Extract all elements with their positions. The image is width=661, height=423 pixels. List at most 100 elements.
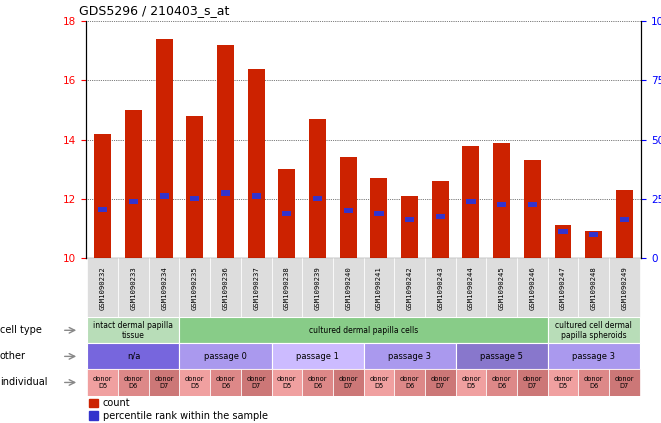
Bar (252, 193, 261, 198)
FancyBboxPatch shape (364, 369, 394, 396)
Bar (89, 412, 98, 420)
Text: other: other (0, 352, 26, 361)
Bar (493, 143, 510, 258)
Bar (217, 45, 234, 258)
Text: GSM1090240: GSM1090240 (345, 266, 351, 310)
FancyBboxPatch shape (118, 369, 149, 396)
Bar (589, 232, 598, 237)
Bar (89, 399, 98, 407)
Text: donor
D5: donor D5 (553, 376, 572, 389)
FancyBboxPatch shape (455, 369, 486, 396)
Text: GSM1090242: GSM1090242 (407, 266, 412, 310)
Text: GSM1090238: GSM1090238 (284, 266, 290, 310)
Bar (98, 206, 108, 212)
Text: donor
D6: donor D6 (400, 376, 419, 389)
Bar (125, 110, 142, 258)
Bar (278, 169, 295, 258)
Text: donor
D6: donor D6 (308, 376, 327, 389)
FancyBboxPatch shape (609, 369, 640, 396)
Text: donor
D5: donor D5 (461, 376, 481, 389)
Text: percentile rank within the sample: percentile rank within the sample (102, 411, 268, 420)
Bar (248, 69, 264, 258)
FancyBboxPatch shape (517, 369, 547, 396)
Text: donor
D5: donor D5 (277, 376, 297, 389)
FancyBboxPatch shape (241, 369, 272, 396)
FancyBboxPatch shape (180, 369, 210, 396)
Text: GSM1090241: GSM1090241 (376, 266, 382, 310)
FancyBboxPatch shape (578, 258, 609, 317)
FancyBboxPatch shape (87, 258, 118, 317)
Text: passage 0: passage 0 (204, 352, 247, 361)
Text: donor
D5: donor D5 (185, 376, 205, 389)
Text: donor
D5: donor D5 (369, 376, 389, 389)
Bar (221, 190, 230, 195)
Text: GSM1090246: GSM1090246 (529, 266, 535, 310)
Text: GSM1090247: GSM1090247 (560, 266, 566, 310)
FancyBboxPatch shape (547, 343, 640, 369)
FancyBboxPatch shape (210, 369, 241, 396)
Text: passage 5: passage 5 (480, 352, 523, 361)
Bar (405, 217, 414, 222)
Text: GSM1090235: GSM1090235 (192, 266, 198, 310)
Text: donor
D7: donor D7 (338, 376, 358, 389)
Text: GSM1090234: GSM1090234 (161, 266, 167, 310)
FancyBboxPatch shape (272, 369, 302, 396)
FancyBboxPatch shape (118, 258, 149, 317)
FancyBboxPatch shape (87, 317, 180, 343)
FancyBboxPatch shape (517, 258, 547, 317)
Bar (527, 202, 537, 207)
Bar (497, 202, 506, 207)
Bar (619, 217, 629, 222)
Text: n/a: n/a (127, 352, 140, 361)
Text: intact dermal papilla
tissue: intact dermal papilla tissue (93, 321, 173, 340)
FancyBboxPatch shape (394, 258, 425, 317)
Bar (432, 181, 449, 258)
FancyBboxPatch shape (149, 369, 180, 396)
FancyBboxPatch shape (547, 258, 578, 317)
FancyBboxPatch shape (180, 317, 547, 343)
Bar (374, 211, 383, 216)
Bar (282, 211, 292, 216)
Bar (95, 134, 111, 258)
Text: cultured cell dermal
papilla spheroids: cultured cell dermal papilla spheroids (555, 321, 632, 340)
Text: GSM1090236: GSM1090236 (223, 266, 229, 310)
FancyBboxPatch shape (149, 258, 180, 317)
FancyBboxPatch shape (210, 258, 241, 317)
Bar (159, 193, 169, 198)
FancyBboxPatch shape (241, 258, 272, 317)
Text: donor
D7: donor D7 (522, 376, 542, 389)
Text: donor
D6: donor D6 (492, 376, 512, 389)
Bar (401, 196, 418, 258)
Bar (313, 196, 322, 201)
FancyBboxPatch shape (394, 369, 425, 396)
Bar (585, 231, 602, 258)
Bar (555, 225, 571, 258)
FancyBboxPatch shape (364, 343, 455, 369)
Text: GSM1090232: GSM1090232 (100, 266, 106, 310)
Text: passage 3: passage 3 (572, 352, 615, 361)
Bar (344, 208, 353, 213)
Text: cell type: cell type (0, 325, 42, 335)
Text: passage 3: passage 3 (388, 352, 431, 361)
Text: donor
D7: donor D7 (247, 376, 266, 389)
FancyBboxPatch shape (364, 258, 394, 317)
FancyBboxPatch shape (272, 343, 364, 369)
FancyBboxPatch shape (302, 258, 333, 317)
FancyBboxPatch shape (87, 343, 180, 369)
Bar (436, 214, 445, 219)
FancyBboxPatch shape (578, 369, 609, 396)
Text: individual: individual (0, 377, 48, 387)
Bar (129, 199, 138, 204)
Bar (309, 119, 326, 258)
Bar (340, 157, 357, 258)
FancyBboxPatch shape (333, 369, 364, 396)
Text: passage 1: passage 1 (296, 352, 339, 361)
Text: donor
D6: donor D6 (124, 376, 143, 389)
Text: GSM1090239: GSM1090239 (315, 266, 321, 310)
Bar (466, 199, 475, 204)
Text: donor
D5: donor D5 (93, 376, 112, 389)
Text: count: count (102, 398, 130, 408)
Bar (524, 160, 541, 258)
Text: cultured dermal papilla cells: cultured dermal papilla cells (309, 326, 418, 335)
Text: GSM1090237: GSM1090237 (253, 266, 259, 310)
